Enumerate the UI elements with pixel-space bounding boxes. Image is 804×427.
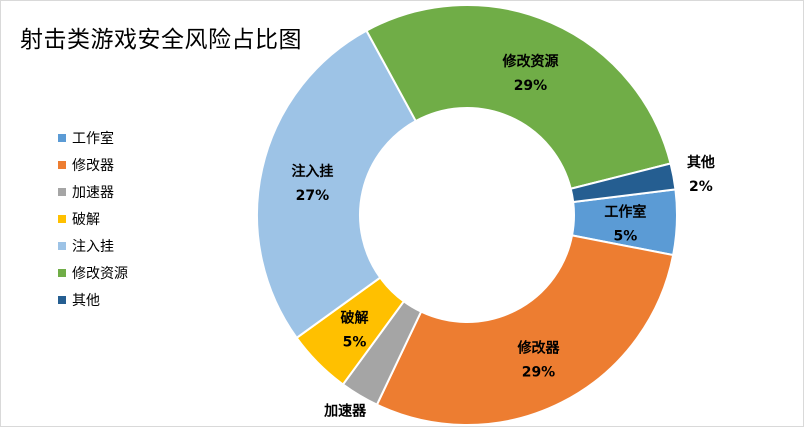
chart-legend: 工作室修改器加速器破解注入挂修改资源其他 <box>58 124 128 313</box>
chart-title: 射击类游戏安全风险占比图 <box>20 27 302 53</box>
data-label: 修改资源 29% <box>501 53 558 94</box>
slice-value-label: 29% <box>522 364 556 380</box>
slice-value-label: 2% <box>689 179 713 195</box>
legend-item: 工作室 <box>58 124 128 151</box>
legend-label: 注入挂 <box>72 238 114 255</box>
legend-item: 其他 <box>58 286 128 313</box>
legend-swatch <box>58 133 66 142</box>
legend-label: 破解 <box>72 211 100 228</box>
legend-label: 加速器 <box>72 184 114 201</box>
slice-name-label: 加速器 <box>323 402 367 419</box>
legend-label: 修改器 <box>72 157 114 174</box>
slice-name-label: 修改器 <box>516 339 560 356</box>
slice-value-label: 29% <box>514 78 548 94</box>
slice <box>375 234 675 426</box>
legend-swatch <box>58 295 66 304</box>
data-label: 加速器3% <box>323 402 367 419</box>
data-label: 注入挂 27% <box>291 163 333 204</box>
legend-item: 修改资源 <box>58 259 128 286</box>
legend-label: 工作室 <box>72 130 114 147</box>
data-label: 修改器 29% <box>516 339 560 380</box>
legend-swatch <box>58 214 66 223</box>
slice <box>365 4 672 190</box>
legend-swatch <box>58 268 66 277</box>
data-label: 破解 5% <box>341 310 369 351</box>
legend-item: 加速器 <box>58 178 128 205</box>
slice-name-label: 注入挂 <box>291 163 333 180</box>
slice <box>569 162 677 204</box>
slice-value-label: 5% <box>614 229 638 245</box>
data-label: 工作室 5% <box>604 204 646 245</box>
legend-swatch <box>58 187 66 196</box>
legend-label: 修改资源 <box>72 265 128 282</box>
legend-item: 破解 <box>58 205 128 232</box>
legend-swatch <box>58 160 66 169</box>
slice-value-label: 5% <box>343 335 367 351</box>
slice-name-label: 其他 <box>687 154 715 171</box>
slice-value-label: 27% <box>296 188 330 204</box>
slice <box>256 29 418 340</box>
data-label: 其他 2% <box>687 154 715 195</box>
legend-label: 其他 <box>72 292 100 309</box>
slice-name-label: 修改资源 <box>501 53 558 70</box>
legend-item: 注入挂 <box>58 232 128 259</box>
legend-swatch <box>58 241 66 250</box>
slice-name-label: 工作室 <box>604 204 646 221</box>
slice-name-label: 破解 <box>341 310 369 327</box>
legend-item: 修改器 <box>58 151 128 178</box>
